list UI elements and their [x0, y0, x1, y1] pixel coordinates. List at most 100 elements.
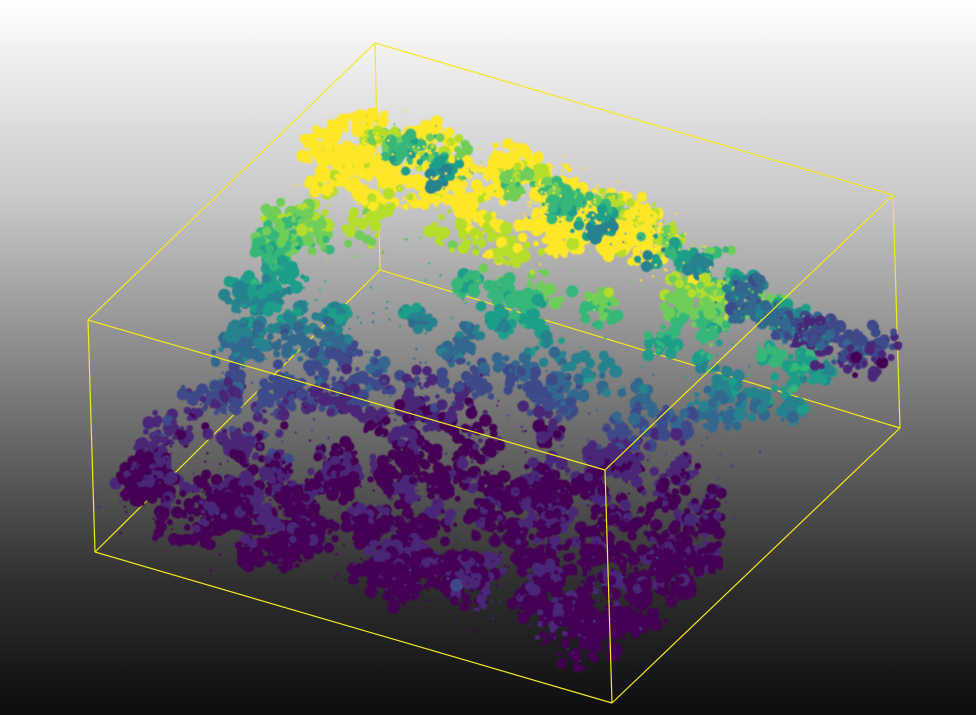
lidar-point	[472, 239, 478, 245]
lidar-point	[373, 163, 383, 173]
lidar-point	[659, 222, 663, 226]
lidar-point	[711, 374, 722, 385]
lidar-point	[300, 155, 308, 163]
lidar-point	[426, 133, 435, 142]
lidar-point	[607, 302, 612, 307]
lidar-point	[641, 490, 647, 496]
lidar-point	[445, 387, 452, 394]
lidar-point	[760, 300, 771, 311]
lidar-point	[665, 492, 671, 498]
lidar-point	[256, 288, 268, 300]
lidar-point	[521, 323, 526, 328]
lidar-point	[365, 220, 370, 225]
lidar-point	[218, 289, 230, 301]
lidar-point	[444, 154, 448, 158]
lidar-point	[546, 451, 559, 464]
lidar-point	[315, 218, 326, 229]
lidar-point	[416, 437, 425, 446]
lidar-point	[500, 222, 513, 235]
lidar-point	[362, 235, 372, 245]
lidar-point	[299, 242, 303, 246]
lidar-point	[290, 207, 296, 213]
lidar-point	[328, 318, 335, 325]
lidar-point	[465, 172, 472, 179]
lidar-point	[737, 392, 746, 401]
lidar-point	[551, 249, 558, 256]
lidar-point	[419, 386, 423, 390]
lidar-point	[352, 124, 365, 137]
lidar-point	[749, 292, 758, 301]
lidar-point	[691, 256, 697, 262]
lidar-point	[605, 423, 610, 428]
lidar-point	[313, 453, 322, 462]
lidar-point	[748, 413, 757, 422]
lidar-point	[766, 343, 771, 348]
lidar-point	[296, 224, 308, 236]
lidar-point	[454, 382, 465, 393]
lidar-point	[733, 280, 738, 285]
lidar-point	[846, 344, 854, 352]
lidar-point	[634, 466, 642, 474]
lidar-point	[704, 386, 712, 394]
lidar-point	[385, 135, 397, 147]
lidar-point	[282, 398, 289, 405]
lidar-point	[344, 128, 349, 133]
lidar-point	[262, 418, 268, 424]
lidar-point	[756, 346, 761, 351]
lidar-point	[388, 203, 396, 211]
lidar-point	[781, 418, 785, 422]
lidar-point	[634, 401, 641, 408]
lidar-point	[448, 361, 455, 368]
lidar-point	[660, 302, 669, 311]
lidar-point	[269, 262, 278, 271]
lidar-point	[344, 240, 352, 248]
lidar-point	[566, 285, 578, 297]
lidar-point	[536, 313, 540, 317]
lidar-point	[695, 463, 702, 470]
lidar-point	[612, 411, 621, 420]
lidar-point	[220, 394, 229, 403]
lidar-point	[235, 392, 242, 399]
lidar-point	[416, 317, 420, 321]
lidar-point	[387, 179, 392, 184]
lidar-point	[636, 232, 646, 242]
lidar-point	[277, 408, 290, 421]
lidar-point	[494, 304, 506, 316]
lidar-point	[407, 193, 414, 200]
lidar-point	[624, 209, 635, 220]
lidar-point	[695, 356, 704, 365]
lidar-point	[252, 320, 265, 333]
lidar-point	[594, 320, 604, 330]
lidar-point	[742, 275, 748, 281]
lidar-point	[798, 361, 804, 367]
lidar-point	[539, 358, 548, 367]
lidar-point	[345, 442, 355, 452]
lidar-point	[233, 450, 246, 463]
lidar-point	[552, 394, 557, 399]
lidar-point	[599, 372, 605, 378]
lidar-point	[565, 468, 571, 474]
lidar-point	[455, 134, 464, 143]
lidar-point	[509, 295, 521, 307]
lidar-point	[266, 324, 277, 335]
lidar-point	[187, 395, 197, 405]
lidar-point	[648, 409, 657, 418]
lidar-point	[722, 246, 729, 253]
lidar-point	[547, 387, 553, 393]
lidar-point	[251, 297, 259, 305]
lidar-point	[580, 301, 592, 313]
lidar-point	[354, 467, 359, 472]
lidar-point	[669, 295, 675, 301]
lidar-point	[476, 386, 486, 396]
lidar-point	[522, 368, 526, 372]
lidar-point	[382, 379, 386, 383]
lidar-point	[533, 151, 544, 162]
lidar-point	[601, 241, 611, 251]
lidar-point	[415, 397, 422, 404]
point-cloud[interactable]	[98, 108, 902, 673]
lidar-point	[271, 231, 279, 239]
lidar-point	[488, 393, 495, 400]
lidar-point	[221, 438, 231, 448]
